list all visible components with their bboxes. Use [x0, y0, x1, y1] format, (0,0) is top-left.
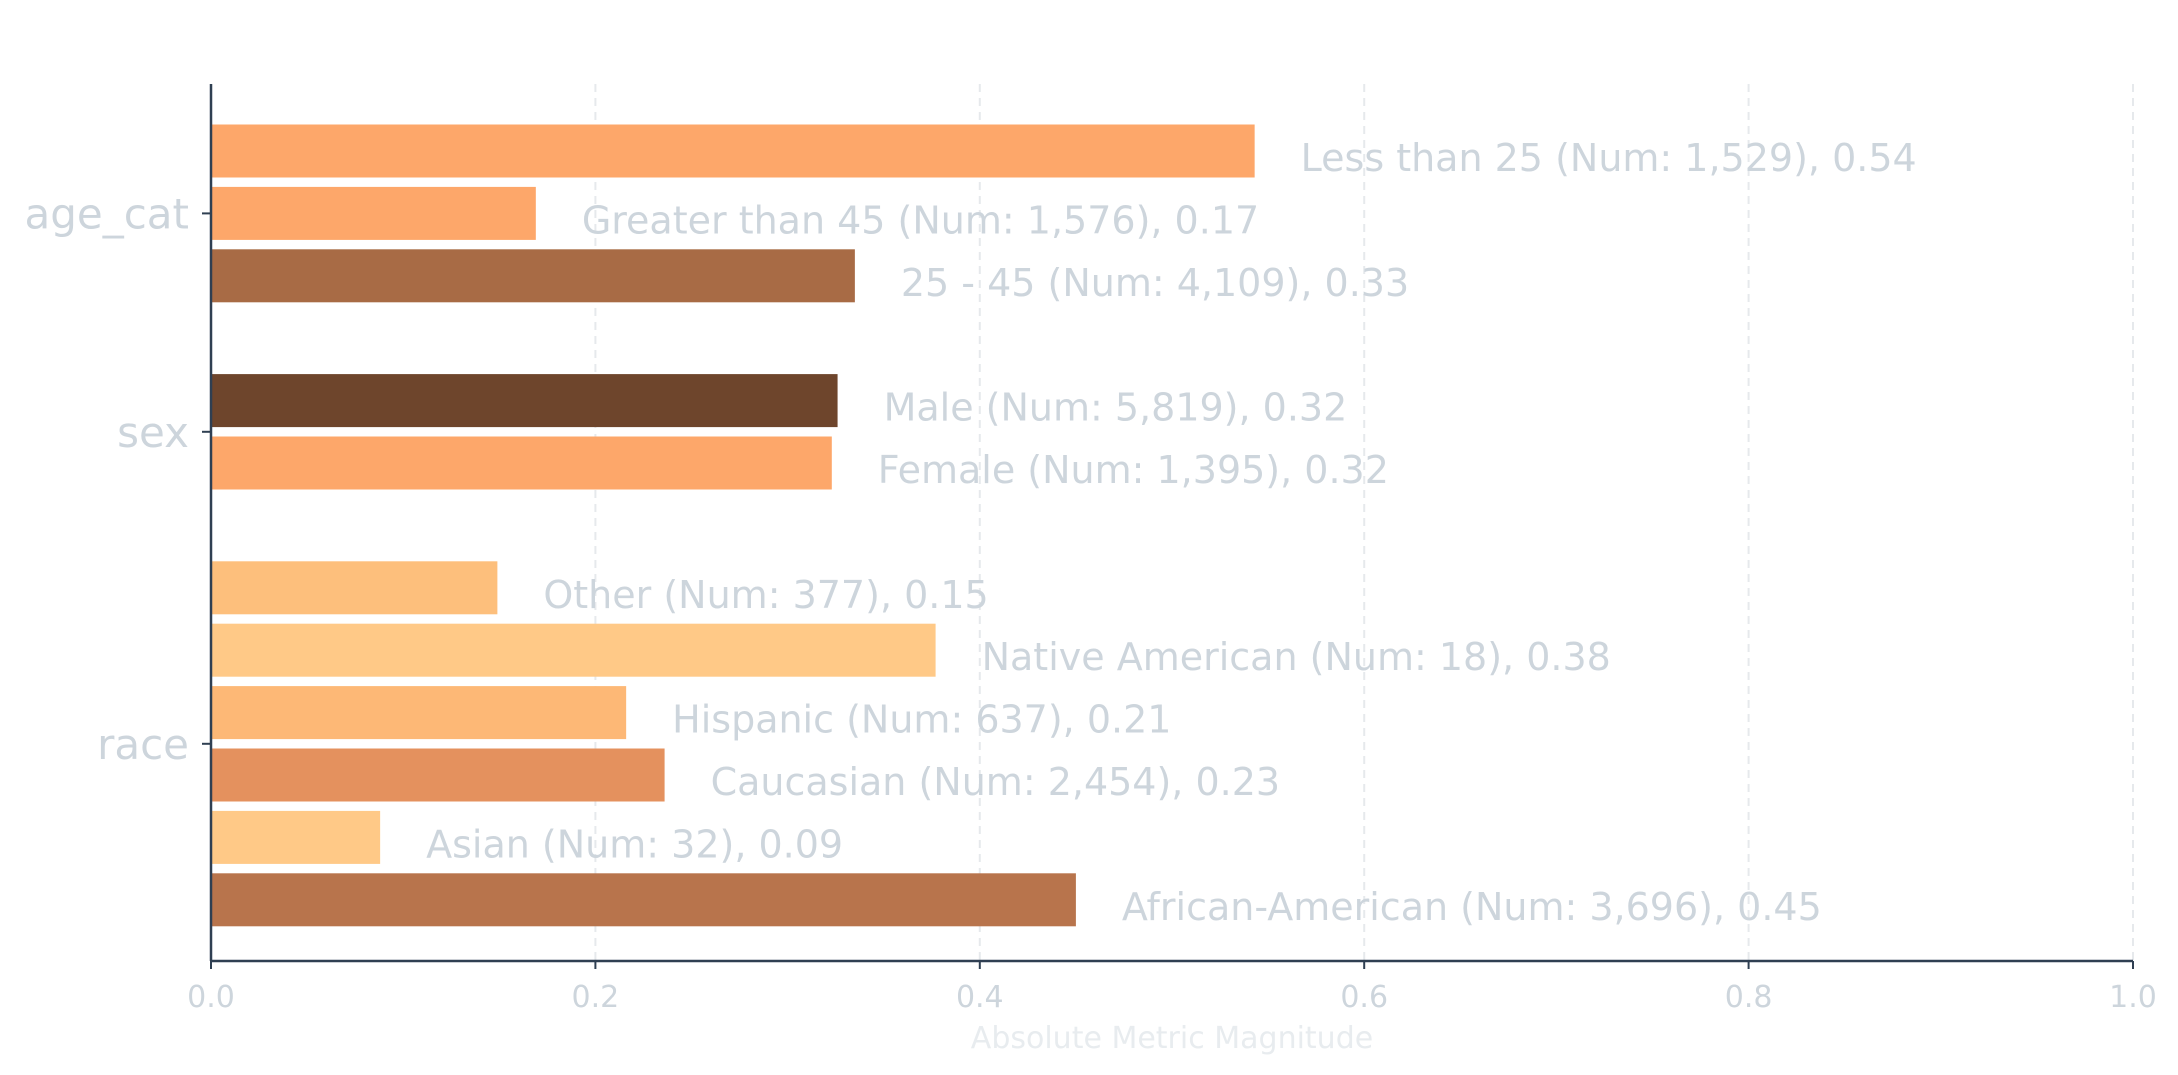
x-tick-label: 0.2 — [572, 980, 620, 1015]
x-axis-title: Absolute Metric Magnitude — [971, 1021, 1373, 1056]
bar-label-race-0: Other (Num: 377), 0.15 — [543, 573, 988, 617]
bar-age_cat-0 — [211, 124, 1255, 178]
bar-race-5 — [211, 873, 1076, 927]
x-tick-label: 0.8 — [1725, 980, 1773, 1015]
bar-series — [211, 124, 1255, 927]
y-group-label-sex: sex — [117, 408, 189, 457]
bar-label-age_cat-1: Greater than 45 (Num: 1,576), 0.17 — [582, 198, 1259, 242]
bar-age_cat-1 — [211, 186, 536, 240]
bar-label-race-3: Caucasian (Num: 2,454), 0.23 — [711, 760, 1281, 804]
bar-label-race-5: African-American (Num: 3,696), 0.45 — [1122, 885, 1822, 929]
bar-sex-0 — [211, 374, 838, 428]
x-tick-label: 1.0 — [2109, 980, 2157, 1015]
bar-label-race-1: Native American (Num: 18), 0.38 — [982, 635, 1611, 679]
bar-sex-1 — [211, 436, 832, 490]
y-group-label-age_cat: age_cat — [24, 189, 189, 238]
bar-labels: Less than 25 (Num: 1,529), 0.54 Greater t… — [426, 136, 1917, 929]
bar-race-4 — [211, 810, 381, 864]
axes — [202, 84, 2134, 969]
bar-label-sex-1: Female (Num: 1,395), 0.32 — [878, 448, 1389, 492]
bar-race-3 — [211, 748, 665, 802]
bar-label-race-2: Hispanic (Num: 637), 0.21 — [672, 698, 1171, 742]
x-tick-label: 0.4 — [956, 980, 1004, 1015]
bar-race-1 — [211, 623, 936, 677]
bar-race-0 — [211, 561, 498, 615]
x-tick-label: 0.0 — [187, 980, 235, 1015]
bar-label-sex-0: Male (Num: 5,819), 0.32 — [884, 386, 1348, 430]
bar-label-race-4: Asian (Num: 32), 0.09 — [426, 822, 843, 866]
bar-label-age_cat-2: 25 - 45 (Num: 4,109), 0.33 — [901, 261, 1409, 305]
bar-age_cat-2 — [211, 249, 855, 303]
x-tick-label: 0.6 — [1340, 980, 1388, 1015]
bar-race-2 — [211, 686, 627, 740]
y-group-label-race: race — [97, 720, 189, 769]
grid-lines — [594, 84, 2134, 961]
bar-label-age_cat-0: Less than 25 (Num: 1,529), 0.54 — [1301, 136, 1917, 180]
